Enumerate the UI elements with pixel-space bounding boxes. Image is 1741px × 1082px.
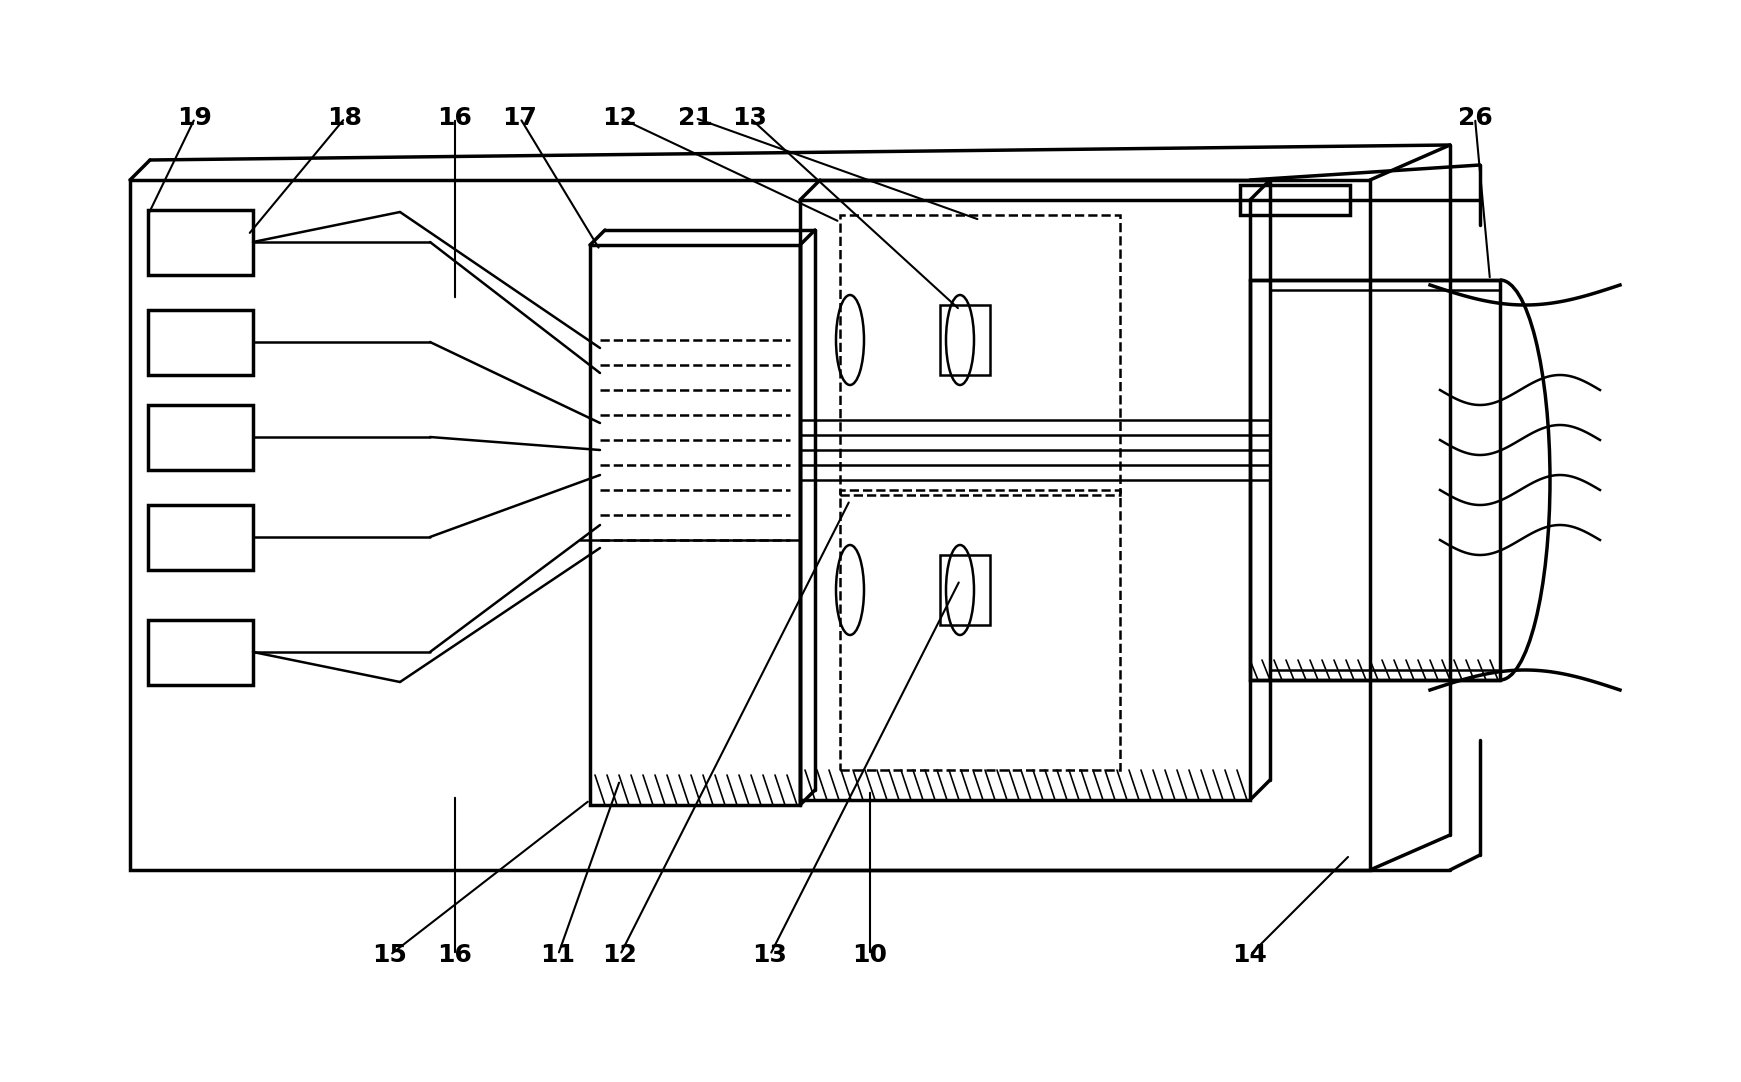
- Text: 17: 17: [503, 106, 538, 130]
- Bar: [148, 405, 252, 470]
- Bar: [839, 490, 1119, 770]
- Text: 19: 19: [178, 106, 212, 130]
- Bar: [148, 620, 252, 685]
- Text: 13: 13: [752, 944, 787, 967]
- Bar: [1250, 280, 1501, 679]
- Bar: [940, 305, 991, 375]
- Bar: [148, 210, 252, 275]
- Bar: [839, 215, 1119, 494]
- Text: 18: 18: [327, 106, 362, 130]
- Bar: [148, 505, 252, 570]
- Text: 14: 14: [1233, 944, 1267, 967]
- Bar: [1240, 185, 1349, 215]
- Text: 12: 12: [602, 944, 637, 967]
- Text: 26: 26: [1457, 106, 1492, 130]
- Bar: [148, 311, 252, 375]
- Text: 16: 16: [437, 944, 472, 967]
- Bar: [131, 180, 1370, 870]
- Text: 16: 16: [437, 106, 472, 130]
- Bar: [801, 200, 1250, 800]
- Bar: [590, 245, 801, 805]
- Text: 15: 15: [373, 944, 407, 967]
- Text: 21: 21: [677, 106, 712, 130]
- Text: 11: 11: [540, 944, 576, 967]
- Text: 13: 13: [733, 106, 768, 130]
- Text: 10: 10: [853, 944, 888, 967]
- Bar: [940, 555, 991, 625]
- Text: 12: 12: [602, 106, 637, 130]
